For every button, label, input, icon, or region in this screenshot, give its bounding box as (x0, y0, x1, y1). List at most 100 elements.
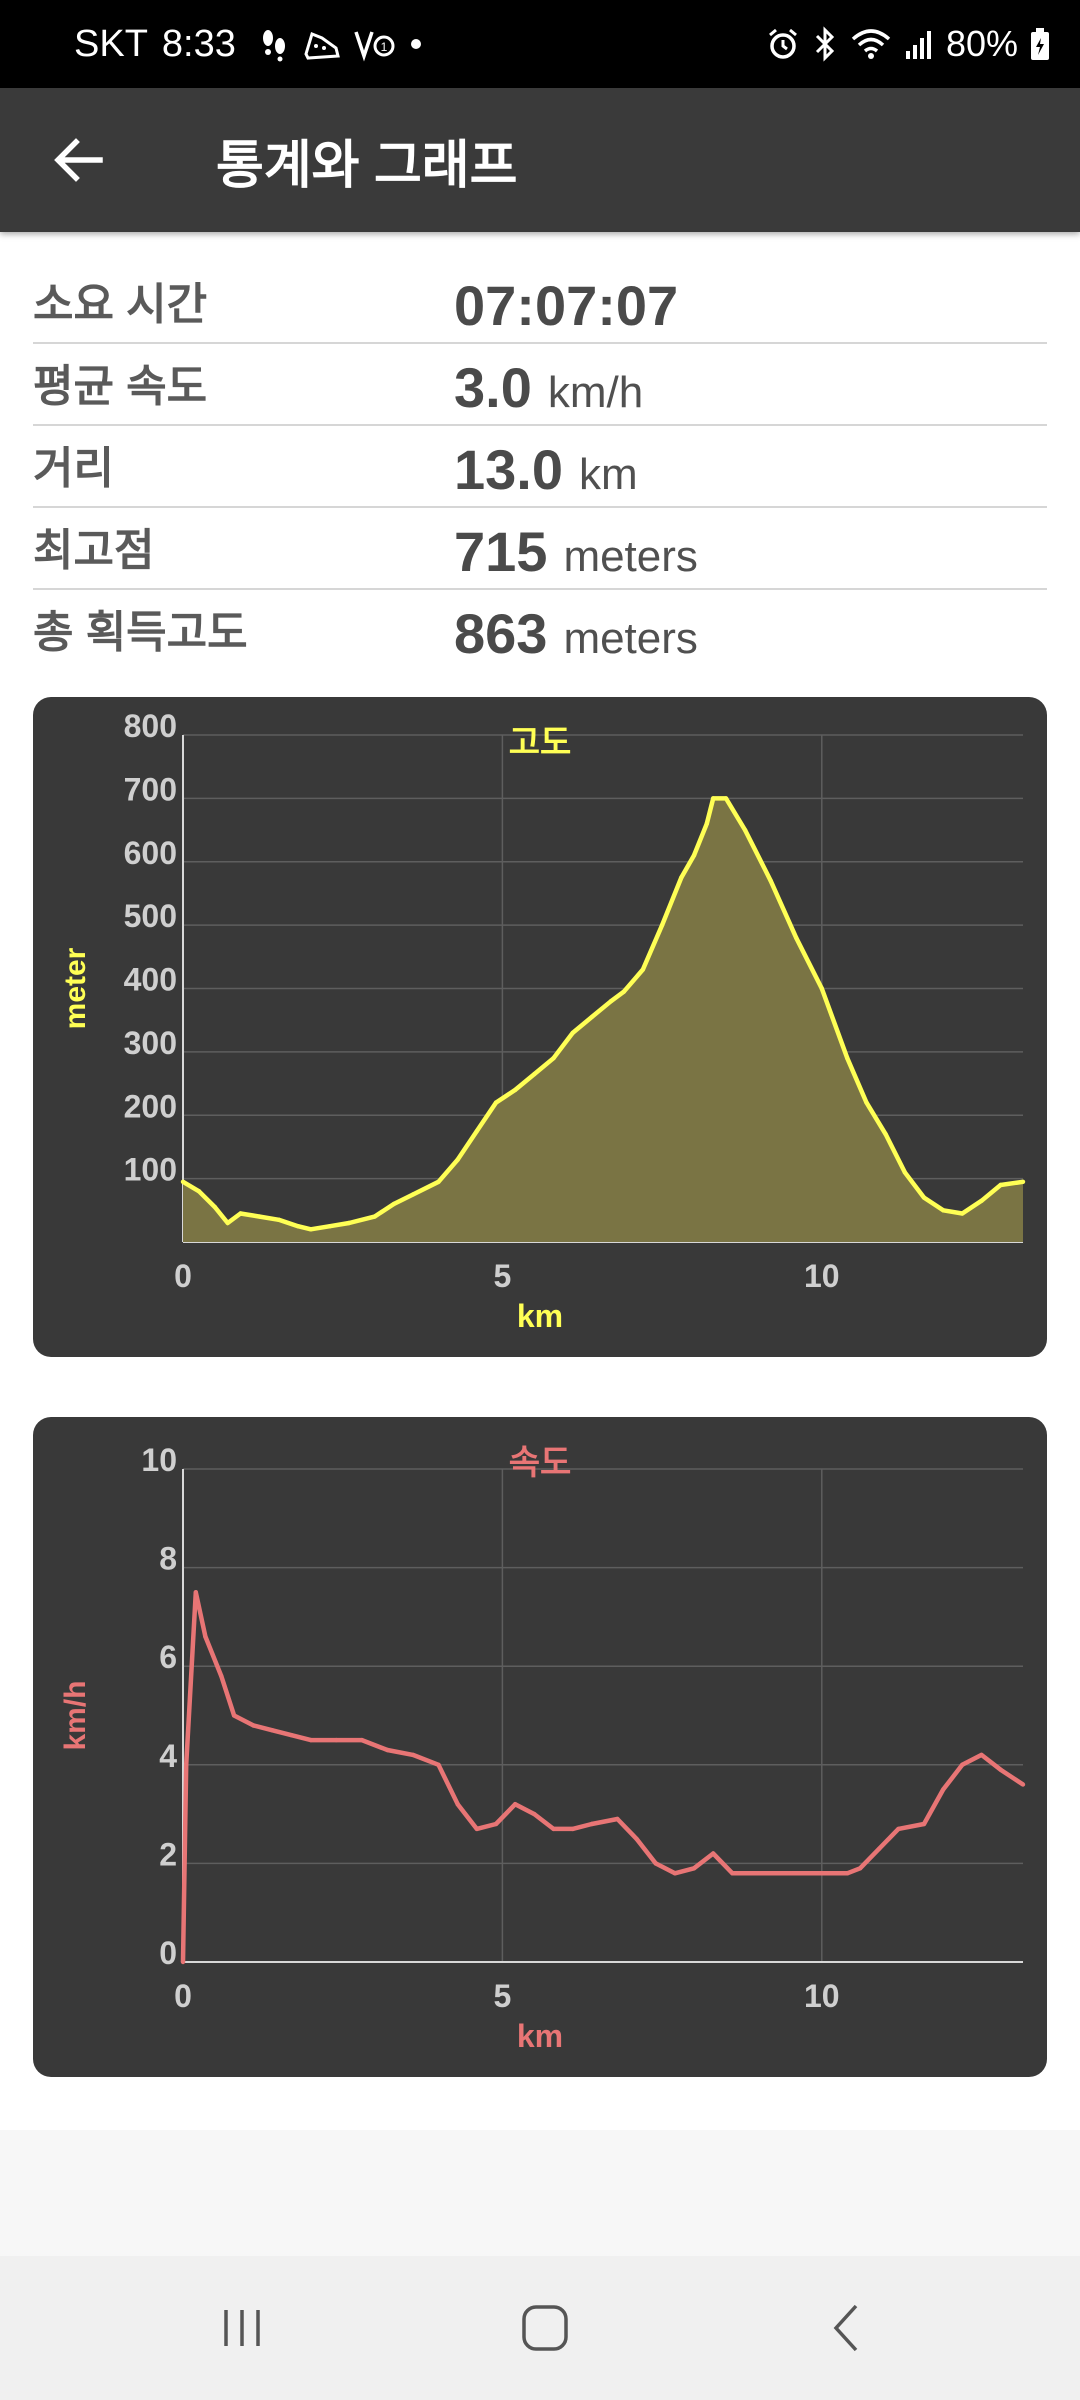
data-point (711, 1851, 716, 1856)
dot-icon (410, 39, 421, 49)
wifi-icon (851, 29, 891, 59)
data-point (845, 1056, 850, 1061)
x-tick-label: 10 (804, 1978, 840, 2014)
data-point (257, 1214, 262, 1219)
stat-value: 863 meters (454, 601, 698, 666)
data-point (857, 1866, 863, 1871)
x-tick-label: 5 (493, 1978, 511, 2014)
y-tick-label: 4 (159, 1738, 177, 1774)
speed-chart[interactable]: 0 2 4 6 8 10 0 5 10 속도 km km/h (33, 1417, 1047, 2077)
stat-row-total-ascent: 총 획득고도 863 meters (33, 590, 1047, 670)
stat-unit: km (579, 450, 638, 499)
stat-label: 소요 시간 (33, 280, 208, 329)
data-point (704, 821, 709, 826)
data-point (455, 1802, 460, 1807)
data-point (615, 1816, 620, 1822)
data-point (551, 1826, 556, 1832)
status-left: SKT 8:33 1 (74, 0, 426, 88)
status-bar: SKT 8:33 1 80% (0, 0, 1080, 88)
data-point (474, 1826, 479, 1832)
data-point (372, 1214, 377, 1219)
stat-label: 총 획득고도 (33, 608, 248, 657)
stat-value: 07:07:07 (454, 273, 694, 338)
data-point (180, 1179, 186, 1184)
data-point (391, 1201, 396, 1207)
signal-icon (905, 31, 931, 59)
stat-unit: meters (563, 614, 698, 663)
data-point (1020, 1179, 1026, 1184)
data-point (385, 1747, 390, 1753)
y-tick-label: 2 (159, 1836, 177, 1872)
battery-icon (1031, 28, 1049, 60)
x-axis-label: km (517, 2018, 563, 2054)
data-point (436, 1179, 441, 1184)
stat-unit: km/h (547, 368, 644, 417)
data-point (589, 1821, 594, 1827)
data-point (410, 1192, 416, 1197)
y-tick-label: 6 (159, 1639, 177, 1675)
y-tick-label: 700 (124, 771, 177, 807)
data-point (998, 1182, 1003, 1188)
chart-title: 속도 (509, 1444, 572, 1482)
clock-label: 8:33 (161, 22, 236, 65)
arrow-left-icon (54, 138, 103, 182)
data-point (455, 1157, 460, 1162)
y-tick-label: 400 (124, 962, 177, 998)
data-point (864, 1100, 869, 1105)
data-point (212, 1204, 218, 1210)
area-fill (183, 798, 1023, 1242)
stat-number: 3.0 (454, 356, 532, 419)
data-point (532, 1071, 537, 1077)
data-point (513, 1802, 518, 1807)
stat-row-duration: 소요 시간 07:07:07 (33, 262, 1047, 344)
recent-apps-button[interactable] (197, 2292, 287, 2364)
home-button[interactable] (500, 2292, 590, 2364)
data-point (219, 1673, 224, 1679)
data-point (711, 796, 716, 801)
x-tick-label: 0 (174, 1258, 192, 1294)
data-point (327, 1224, 333, 1229)
data-point (877, 1846, 882, 1851)
data-point (621, 989, 626, 994)
back-button[interactable] (36, 118, 120, 202)
data-point (346, 1220, 352, 1226)
data-point (960, 1762, 965, 1767)
data-point (742, 827, 748, 833)
stat-number: 863 (454, 602, 548, 665)
data-point (184, 1762, 189, 1767)
stat-label: 거리 (33, 444, 114, 493)
data-point (334, 1737, 339, 1743)
speed-chart-card: 0 2 4 6 8 10 0 5 10 속도 km km/h (33, 1417, 1047, 2077)
data-point (196, 1189, 202, 1194)
data-point (691, 853, 697, 858)
data-point (921, 1195, 927, 1200)
recent-apps-icon (224, 2310, 260, 2346)
data-point (570, 1030, 575, 1036)
data-point (723, 796, 729, 801)
y-tick-label: 300 (124, 1025, 177, 1061)
stat-label: 평균 속도 (33, 362, 208, 411)
battery-percent: 80% (945, 23, 1018, 64)
chart-title: 고도 (509, 724, 572, 762)
y-tick-label: 0 (159, 1935, 177, 1971)
carrier-label: SKT (74, 22, 148, 65)
y-tick-label: 800 (124, 708, 177, 744)
series-line (181, 796, 1024, 1232)
data-point (896, 1826, 901, 1832)
data-point (787, 1871, 792, 1876)
data-point (998, 1767, 1003, 1772)
vpn-icon: 1 (354, 31, 395, 62)
data-point (295, 1224, 301, 1229)
back-nav-button[interactable] (803, 2292, 893, 2364)
data-point (308, 1737, 313, 1743)
status-right: 80% (766, 0, 1050, 88)
navigation-bar (0, 2256, 1080, 2400)
elevation-chart[interactable]: 100 200 300 400 500 600 700 800 0 5 10 고도 km meter (33, 697, 1047, 1357)
y-tick-label: 200 (124, 1088, 177, 1124)
data-point (359, 1737, 365, 1743)
y-axis-label: km/h (59, 1680, 92, 1750)
data-point (883, 1132, 888, 1137)
data-point (1020, 1782, 1026, 1787)
data-point (679, 875, 684, 880)
data-point (691, 1866, 697, 1871)
